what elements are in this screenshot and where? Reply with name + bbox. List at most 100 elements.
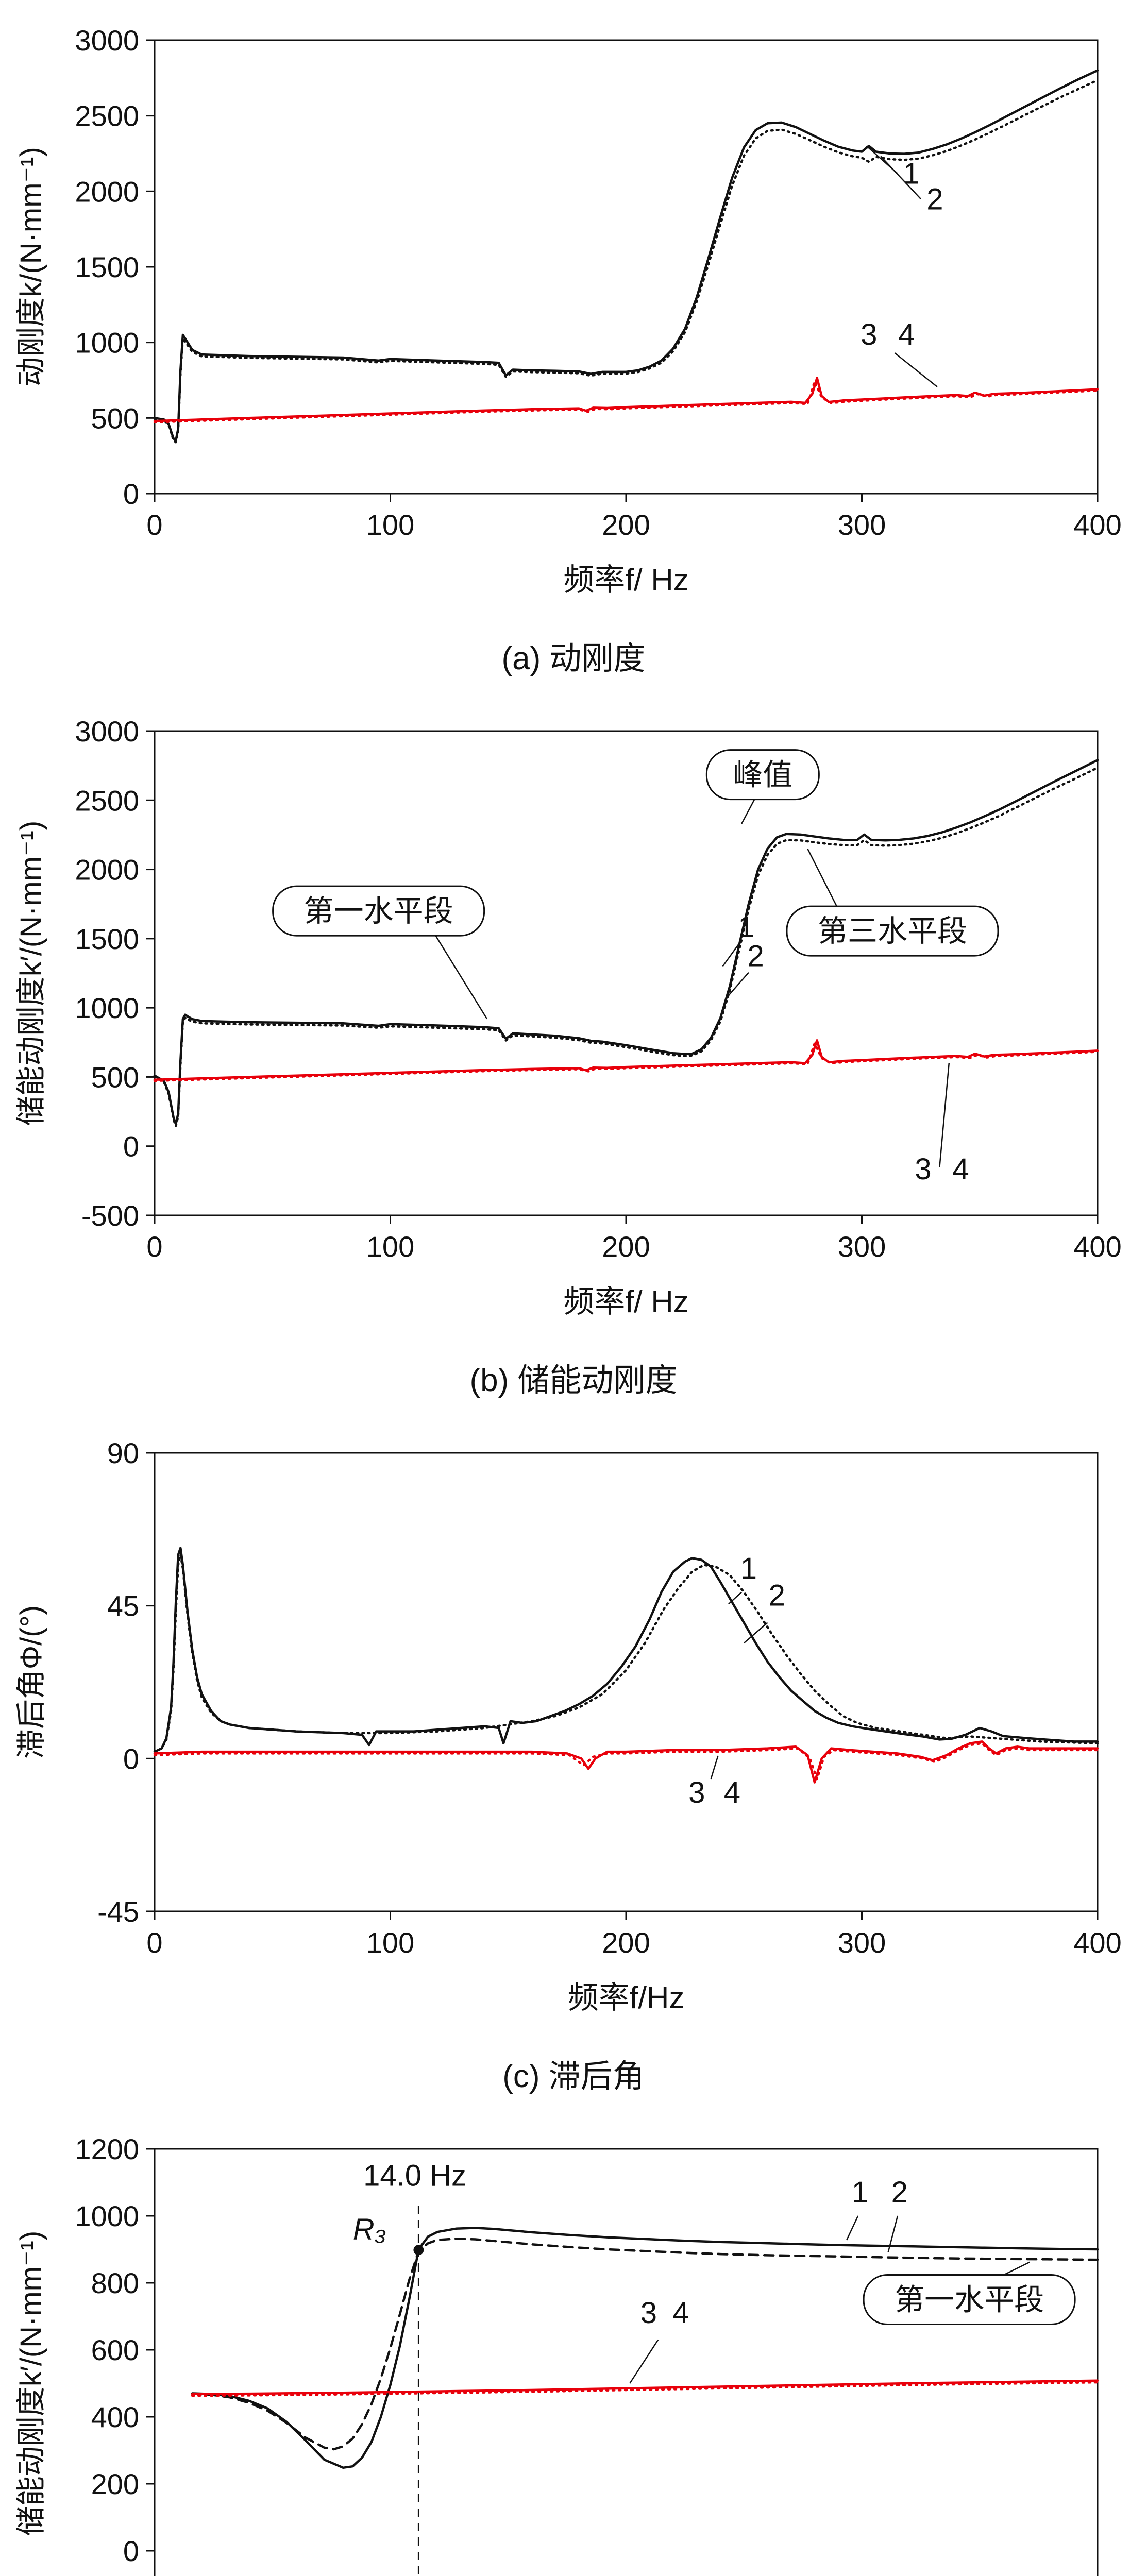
svg-text:峰值: 峰值	[733, 758, 792, 792]
svg-text:第一水平段: 第一水平段	[895, 2283, 1044, 2317]
curve-3	[153, 1740, 1099, 1784]
curve-4	[153, 1742, 1099, 1781]
x-tick-label: 0	[146, 1926, 162, 1959]
y-tick-label: 800	[91, 2267, 139, 2299]
annotation-label-4: 4	[898, 318, 915, 351]
y-tick-label: 0	[123, 1130, 139, 1163]
y-tick-label: 500	[91, 402, 139, 434]
y-tick-label: 45	[107, 1590, 139, 1622]
chart-a-caption: (a) 动刚度	[501, 641, 646, 676]
panel-b: 0 100 200 300 400 -500 0 500 1000 1500 2000 2500 300…	[0, 705, 1147, 1427]
annotation-leader-line	[846, 2215, 859, 2241]
annotation-callout-box: 第一水平段	[863, 2274, 1076, 2325]
x-tick-label: 300	[838, 1926, 886, 1959]
chart-canvas-b: 0 100 200 300 400-50005001000150020002500300…	[14, 715, 1122, 1319]
x-axis-label: 频率f/Hz	[568, 1980, 685, 2015]
y-tick-label: -45	[97, 1895, 139, 1928]
curve-2	[153, 1553, 1099, 1753]
annotation-label-1: 1	[738, 910, 754, 944]
chart-c-caption: (c) 滞后角	[502, 2059, 645, 2094]
y-tick-label: 1500	[75, 251, 139, 283]
chart-canvas-d: 01020304050-200020040060080010001200频率f/…	[14, 2133, 1099, 2576]
annotation-label-2: 2	[769, 1579, 785, 1613]
axes-frame	[154, 2148, 1099, 2576]
curve-2	[153, 766, 1099, 1127]
chart-c-plot: 0 100 200 300 400 -45 0 45 90 频率f/Hz 滞后角Φ/(°) 1 2 3 4	[0, 1427, 1147, 2043]
annotation-leader-line	[728, 1591, 743, 1605]
y-tick-label: 90	[107, 1437, 139, 1469]
panel-a: 0 100 200 300 400 0 500 1000 1500 2000 2500 3000 频率f…	[0, 14, 1147, 705]
curve-4	[153, 1042, 1099, 1082]
y-tick-label: 400	[91, 2401, 139, 2433]
annotation-callout-box: 峰值	[705, 749, 820, 801]
svg-text:第一水平段: 第一水平段	[304, 894, 453, 928]
annotation-label-4: 4	[672, 2296, 689, 2330]
annotation-label-1: 1	[740, 1552, 757, 1585]
x-tick-label: 0	[146, 509, 162, 541]
x-tick-label: 400	[1073, 1926, 1121, 1959]
y-tick-label: -500	[81, 1199, 139, 1232]
annotation-callout-box: 第三水平段	[786, 905, 999, 957]
panel-c: 0 100 200 300 400 -45 0 45 90 频率f/Hz 滞后角Φ/(°) 1 2 3 4 …	[0, 1427, 1147, 2123]
chart-a-plot: 0 100 200 300 400 0 500 1000 1500 2000 2500 3000 频率f…	[0, 14, 1147, 625]
y-axis-label: 动刚度k/(N·mm⁻¹)	[14, 147, 48, 387]
chart-b-plot: 0 100 200 300 400 -500 0 500 1000 1500 2000 2500 300…	[0, 705, 1147, 1347]
panel-d: 01020304050-200020040060080010001200频率f/…	[0, 2123, 1147, 2576]
annotation-label-3: 3	[861, 318, 877, 351]
curve-1	[153, 759, 1099, 1125]
annotation-label-4: 4	[953, 1153, 969, 1186]
annotation-leader-line	[939, 1063, 950, 1167]
y-tick-label: 1200	[75, 2133, 139, 2165]
y-tick-label: 1000	[75, 992, 139, 1024]
y-axis-label: 滞后角Φ/(°)	[14, 1605, 48, 1759]
y-tick-label: 2000	[75, 854, 139, 886]
y-tick-label: 0	[123, 2535, 139, 2567]
curve-4	[191, 2381, 1099, 2397]
x-tick-label: 300	[838, 509, 886, 541]
annotation-label-3: 3	[688, 1776, 705, 1809]
x-tick-label: 100	[366, 509, 414, 541]
y-tick-label: 200	[91, 2468, 139, 2500]
x-tick-label: 200	[602, 1926, 650, 1959]
y-tick-label: 3000	[75, 715, 139, 748]
annotation-label-14.0 Hz: 14.0 Hz	[363, 2159, 466, 2193]
annotation-label-3: 3	[640, 2296, 657, 2330]
y-tick-label: 1500	[75, 923, 139, 955]
annotation-label-3: 3	[915, 1153, 931, 1186]
y-tick-label: 1000	[75, 2200, 139, 2232]
x-axis-label: 频率f/ Hz	[563, 1284, 688, 1319]
annotation-label-4: 4	[724, 1776, 740, 1809]
annotation-leader-line	[727, 972, 749, 997]
annotation-label-1: 1	[903, 157, 919, 191]
axes-frame	[154, 730, 1099, 1216]
chart-d-plot: 01020304050-200020040060080010001200频率f/…	[0, 2123, 1147, 2576]
annotation-leader-line	[722, 943, 740, 967]
annotation-label-2: 2	[747, 940, 764, 973]
annotation-label-R₃: R₃	[353, 2213, 386, 2246]
curve-4	[153, 380, 1099, 423]
chart-canvas-a: 0 100 200 300 400 0 500 1000 1500 2000 2500 3000 频率f…	[14, 24, 1122, 597]
annotation-leader-line	[887, 2215, 899, 2252]
curve-2	[153, 79, 1099, 444]
annotation-label-1: 1	[852, 2176, 868, 2209]
svg-text:第三水平段: 第三水平段	[818, 914, 967, 948]
x-tick-label: 200	[602, 1230, 650, 1263]
annotation-leader-line	[432, 930, 488, 1020]
curve-2	[191, 2237, 1099, 2451]
curve-3	[153, 377, 1099, 422]
x-tick-label: 300	[838, 1230, 886, 1263]
annotation-label-2: 2	[926, 183, 943, 216]
annotation-marker-point	[413, 2245, 424, 2256]
annotation-leader-line	[710, 1755, 719, 1780]
annotation-leader-line	[629, 2339, 659, 2384]
y-tick-label: 2500	[75, 100, 139, 132]
y-tick-label: 2500	[75, 784, 139, 817]
y-tick-label: 500	[91, 1061, 139, 1093]
x-tick-label: 200	[602, 509, 650, 541]
annotation-label-2: 2	[891, 2176, 908, 2209]
annotation-leader-line	[880, 156, 921, 199]
x-tick-label: 100	[366, 1230, 414, 1263]
axes-frame	[154, 1452, 1099, 1912]
